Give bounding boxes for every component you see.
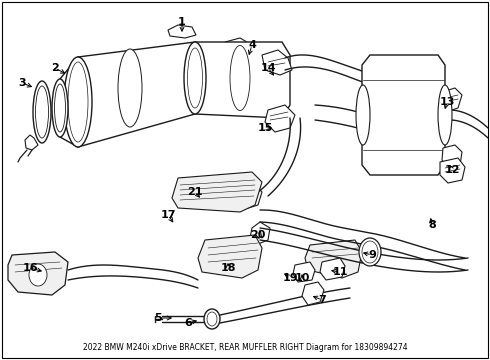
Polygon shape	[440, 158, 465, 183]
Ellipse shape	[184, 42, 206, 114]
Polygon shape	[195, 42, 290, 118]
Polygon shape	[442, 145, 462, 168]
Text: 21: 21	[187, 187, 203, 197]
Ellipse shape	[188, 48, 202, 108]
Ellipse shape	[52, 79, 68, 137]
Ellipse shape	[204, 309, 220, 329]
Polygon shape	[172, 172, 262, 212]
Text: 10: 10	[294, 273, 310, 283]
Polygon shape	[265, 105, 295, 132]
Text: 15: 15	[257, 123, 273, 133]
Text: 2022 BMW M240i xDrive BRACKET, REAR MUFFLER RIGHT Diagram for 18309894274: 2022 BMW M240i xDrive BRACKET, REAR MUFF…	[83, 343, 407, 352]
Ellipse shape	[207, 312, 217, 326]
Ellipse shape	[35, 86, 49, 138]
Text: 20: 20	[250, 230, 266, 240]
Text: 18: 18	[220, 263, 236, 273]
Text: 5: 5	[154, 313, 162, 323]
Text: 9: 9	[368, 250, 376, 260]
Ellipse shape	[359, 238, 381, 266]
Ellipse shape	[118, 49, 142, 127]
Text: 1: 1	[178, 17, 186, 27]
Polygon shape	[293, 262, 315, 282]
Ellipse shape	[64, 57, 92, 147]
Text: 4: 4	[248, 40, 256, 50]
Text: 19: 19	[282, 273, 298, 283]
Polygon shape	[362, 55, 445, 175]
Ellipse shape	[33, 81, 51, 143]
Polygon shape	[440, 88, 462, 112]
Polygon shape	[302, 282, 324, 305]
Text: 8: 8	[428, 220, 436, 230]
Text: 17: 17	[160, 210, 176, 220]
Polygon shape	[8, 252, 68, 295]
Text: 13: 13	[440, 97, 455, 107]
Polygon shape	[262, 50, 292, 75]
Ellipse shape	[356, 85, 370, 145]
Text: 12: 12	[444, 165, 460, 175]
Ellipse shape	[230, 45, 250, 111]
Polygon shape	[320, 258, 345, 280]
Ellipse shape	[362, 241, 378, 263]
Ellipse shape	[29, 264, 47, 286]
Polygon shape	[250, 222, 270, 244]
Text: 2: 2	[51, 63, 59, 73]
Text: 6: 6	[184, 318, 192, 328]
Ellipse shape	[68, 62, 88, 142]
Polygon shape	[198, 182, 262, 210]
Text: 14: 14	[260, 63, 276, 73]
Polygon shape	[168, 25, 196, 38]
Text: 11: 11	[332, 267, 348, 277]
Polygon shape	[222, 38, 252, 62]
Text: 16: 16	[22, 263, 38, 273]
Text: 3: 3	[18, 78, 26, 88]
Ellipse shape	[438, 85, 452, 145]
Polygon shape	[198, 235, 262, 278]
Ellipse shape	[54, 84, 66, 132]
Polygon shape	[25, 135, 38, 150]
Text: 7: 7	[318, 295, 326, 305]
Polygon shape	[305, 240, 362, 278]
